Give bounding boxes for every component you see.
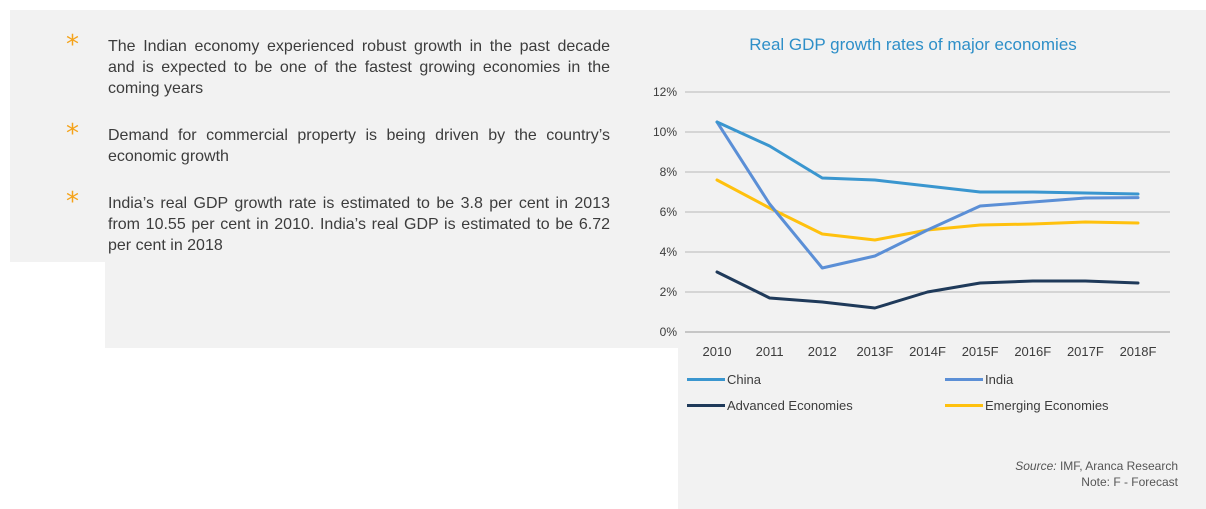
legend-label: Emerging Economies [985,398,1109,413]
x-tick-label: 2010 [703,344,732,359]
x-tick-label: 2014F [909,344,946,359]
x-tick-label: 2013F [856,344,893,359]
series-line-india [715,120,1140,270]
legend-swatch [687,404,725,407]
x-tick-label: 2017F [1067,344,1104,359]
bullet-text: Demand for commercial property is being … [108,127,610,165]
series-line-advanced-economies [715,270,1140,310]
bullet-item: * The Indian economy experienced robust … [62,32,610,99]
star-icon: * [66,187,79,217]
source-note: Source: IMF, Aranca Research Note: F - F… [1015,458,1178,490]
bullet-item: * India’s real GDP growth rate is estima… [62,189,610,256]
legend-item: India [945,372,1013,387]
x-tick-label: 2016F [1014,344,1051,359]
legend-label: India [985,372,1014,387]
legend-item: Emerging Economies [945,398,1109,413]
bullet-list: * The Indian economy experienced robust … [62,32,610,282]
line-chart: 0% 2% 4% 6% 8% 10% 12% 2010 2011 2012 2013F 2014F 20… [653,85,1170,359]
background-panel-middle [105,10,680,348]
bullet-item: * Demand for commercial property is bein… [62,121,610,167]
legend-label: Advanced Economies [727,398,853,413]
chart-title: Real GDP growth rates of major economies [749,35,1077,54]
bullet-text: The Indian economy experienced robust gr… [108,38,610,97]
y-tick-label: 6% [660,205,678,219]
background-panel-right [678,10,1206,509]
y-tick-label: 2% [660,285,678,299]
chart-legend: China India Advanced Economies Emerging Eco… [687,372,1187,422]
legend-label: China [727,372,761,387]
legend-item: China [687,372,761,387]
series-line-china [715,120,1140,196]
legend-item: Advanced Economies [687,398,853,413]
y-tick-label: 8% [660,165,678,179]
legend-swatch [687,378,725,381]
y-tick-label: 4% [660,245,678,259]
x-tick-label: 2012 [808,344,837,359]
x-tick-label: 2015F [962,344,999,359]
x-tick-label: 2018F [1120,344,1157,359]
forecast-note: Note: F - Forecast [1081,475,1178,489]
source-label: Source: [1015,459,1057,473]
legend-swatch [945,378,983,381]
bullet-text: India’s real GDP growth rate is estimate… [108,195,610,254]
star-icon: * [66,30,79,60]
legend-swatch [945,404,983,407]
star-icon: * [66,119,79,149]
x-tick-label: 2011 [756,344,784,359]
y-tick-label: 12% [653,85,677,99]
y-tick-label: 0% [660,325,678,339]
source-text: IMF, Aranca Research [1056,459,1178,473]
y-tick-label: 10% [653,125,677,139]
